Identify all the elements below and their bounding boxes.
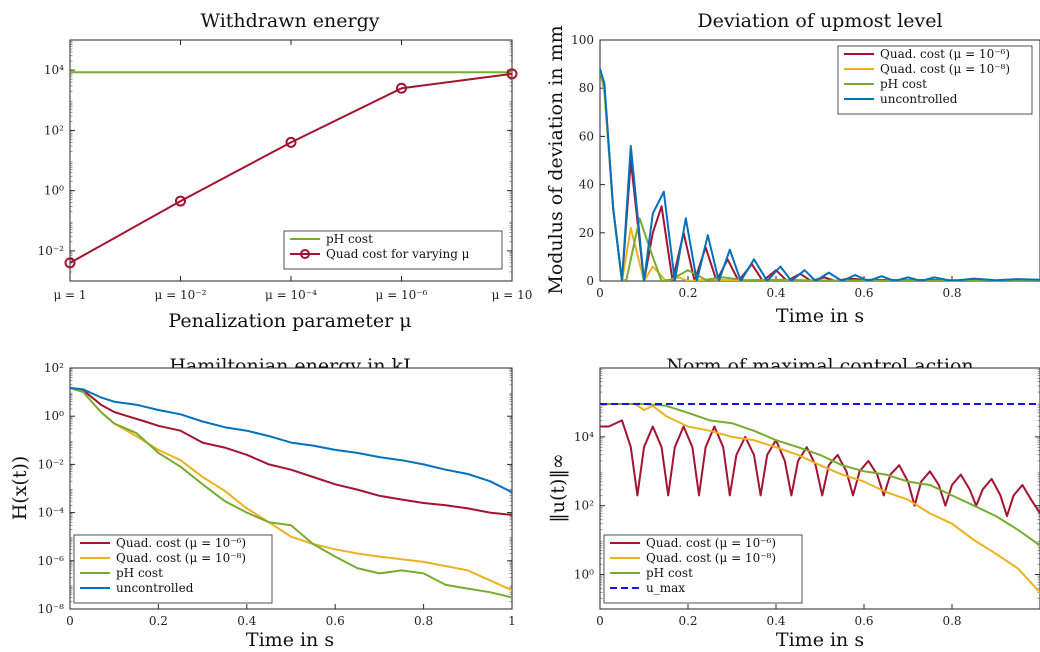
x-tick-label: μ = 10 [492, 288, 533, 302]
series-line [70, 386, 512, 599]
chart-title: Deviation of upmost level [697, 10, 942, 32]
y-tick-label: 80 [579, 81, 594, 95]
x-tick-label: 1 [508, 614, 516, 628]
chart-control-action: Norm of maximal control action 10⁰10²10⁴… [547, 355, 1040, 651]
data-marker [175, 195, 186, 207]
legend-box [73, 534, 273, 604]
y-axis-label: ‖u(t)‖∞ [547, 453, 569, 523]
legend-label: uncontrolled [116, 581, 194, 595]
y-axis-label: H(x(t)) [9, 456, 31, 521]
tick-labels: 10⁰ 10² 10⁴ 0 0.2 0.4 0.6 0.8 [574, 369, 1040, 628]
legend-label: Quad. cost (μ = 10⁻⁶) [646, 536, 776, 550]
data-marker [396, 82, 407, 94]
legend: Quad. cost (μ = 10⁻⁶)Quad. cost (μ = 10⁻… [837, 45, 1033, 115]
legend-label: uncontrolled [880, 92, 958, 106]
legend-label: pH cost [646, 566, 693, 580]
x-tick-label: μ = 10⁻² [155, 288, 207, 302]
series-line [600, 403, 1040, 594]
legend-marker [300, 249, 310, 259]
tick-labels: 0 20 40 60 80 100 0 0.2 0.4 0.6 0.8 [571, 33, 961, 300]
legend: Quad. cost (μ = 10⁻⁶)Quad. cost (μ = 10⁻… [603, 534, 803, 604]
y-tick-label: 10⁰ [44, 184, 64, 198]
x-tick-label: μ = 1 [53, 288, 86, 302]
series-line [600, 419, 1040, 518]
chart-hamiltonian: Hamiltonian energy in kJ 10⁻⁸10⁻⁶10⁻⁴10⁻… [9, 355, 516, 651]
legend-label: pH cost [880, 77, 927, 91]
y-tick-label: 10⁴ [574, 430, 594, 444]
y-tick-label: 10⁰ [44, 409, 64, 423]
y-tick-label: 10⁻² [38, 457, 65, 471]
x-tick-label: 0 [596, 614, 604, 628]
y-tick-label: 10⁰ [574, 568, 594, 582]
legend-label: pH cost [326, 232, 373, 246]
legend-label: Quad. cost (μ = 10⁻⁸) [880, 62, 1010, 76]
x-axis-label: Time in s [246, 629, 334, 651]
legend-label: u_max [646, 581, 685, 595]
y-tick-label: 10² [574, 499, 594, 513]
legend-label: Quad cost for varying μ [326, 247, 470, 261]
y-tick-label: 10² [44, 361, 64, 375]
x-tick-label: 0 [596, 286, 604, 300]
y-axis-label: Modulus of deviation in mm [545, 25, 567, 294]
x-tick-label: 0.4 [766, 286, 785, 300]
series-line [70, 386, 512, 494]
x-tick-label: 0 [66, 614, 74, 628]
x-axis-label: Time in s [776, 305, 864, 327]
y-tick-label: 40 [579, 178, 594, 192]
legend-box [283, 230, 503, 270]
y-tick-label: 10⁻⁸ [38, 602, 65, 616]
y-tick-label: 0 [586, 274, 594, 288]
x-tick-label: 0.2 [678, 286, 697, 300]
x-tick-label: 0.8 [942, 286, 961, 300]
x-tick-label: 0.6 [326, 614, 345, 628]
y-tick-label: 10⁻⁴ [38, 506, 65, 520]
chart-withdrawn-energy: Withdrawn energy 10⁻² 10⁰ 10² 10⁴ μ = 1 μ = 1… [38, 10, 533, 332]
legend-label: Quad. cost (μ = 10⁻⁶) [116, 536, 246, 550]
data-lines [600, 403, 1040, 594]
data-marker [285, 136, 297, 148]
data-lines [600, 68, 1040, 281]
x-tick-label: 0.6 [854, 614, 873, 628]
legend: Quad. cost (μ = 10⁻⁶)Quad. cost (μ = 10⁻… [73, 534, 273, 604]
x-tick-label: μ = 10⁻⁴ [265, 288, 317, 302]
x-axis-label: Penalization parameter μ [168, 310, 411, 332]
x-tick-label: 0.8 [942, 614, 961, 628]
y-tick-label: 10⁻² [38, 244, 65, 258]
series-line [70, 72, 512, 264]
series-line [70, 386, 512, 516]
y-tick-label: 20 [579, 226, 594, 240]
x-tick-label: 0.2 [149, 614, 168, 628]
tick-labels: 10⁻⁸ 10⁻⁶ 10⁻⁴ 10⁻² 10⁰ 10² 0 0.2 0.4 0.6 0.8 1 [38, 361, 516, 628]
data-lines [64, 68, 518, 269]
y-tick-label: 10⁴ [44, 63, 64, 77]
x-tick-label: 0.4 [766, 614, 785, 628]
legend-label: Quad. cost (μ = 10⁻⁸) [116, 551, 246, 565]
y-tick-label: 60 [579, 129, 594, 143]
data-marker [506, 68, 518, 80]
series-line [600, 68, 1040, 281]
legend-label: pH cost [116, 566, 163, 580]
x-tick-label: 0.2 [678, 614, 697, 628]
series-line [600, 403, 1040, 547]
legend-box [837, 45, 1033, 115]
data-lines [70, 386, 512, 599]
y-tick-label: 10⁻⁶ [38, 554, 65, 568]
x-tick-label: 0.8 [414, 614, 433, 628]
legend-label: Quad. cost (μ = 10⁻⁶) [880, 47, 1010, 61]
tick-labels: 10⁻² 10⁰ 10² 10⁴ μ = 1 μ = 10⁻² μ = 10⁻⁴ μ = 10… [38, 40, 533, 302]
x-tick-label: μ = 10⁻⁶ [376, 288, 428, 302]
series-line [600, 68, 1040, 281]
legend-label: Quad. cost (μ = 10⁻⁸) [646, 551, 776, 565]
chart-title: Withdrawn energy [201, 10, 380, 32]
x-tick-label: 0.6 [854, 286, 873, 300]
y-tick-label: 100 [571, 33, 594, 47]
x-axis-label: Time in s [776, 629, 864, 651]
legend-box [603, 534, 803, 604]
x-tick-label: 0.4 [237, 614, 256, 628]
y-tick-label: 10² [44, 123, 64, 137]
data-marker [64, 257, 76, 269]
